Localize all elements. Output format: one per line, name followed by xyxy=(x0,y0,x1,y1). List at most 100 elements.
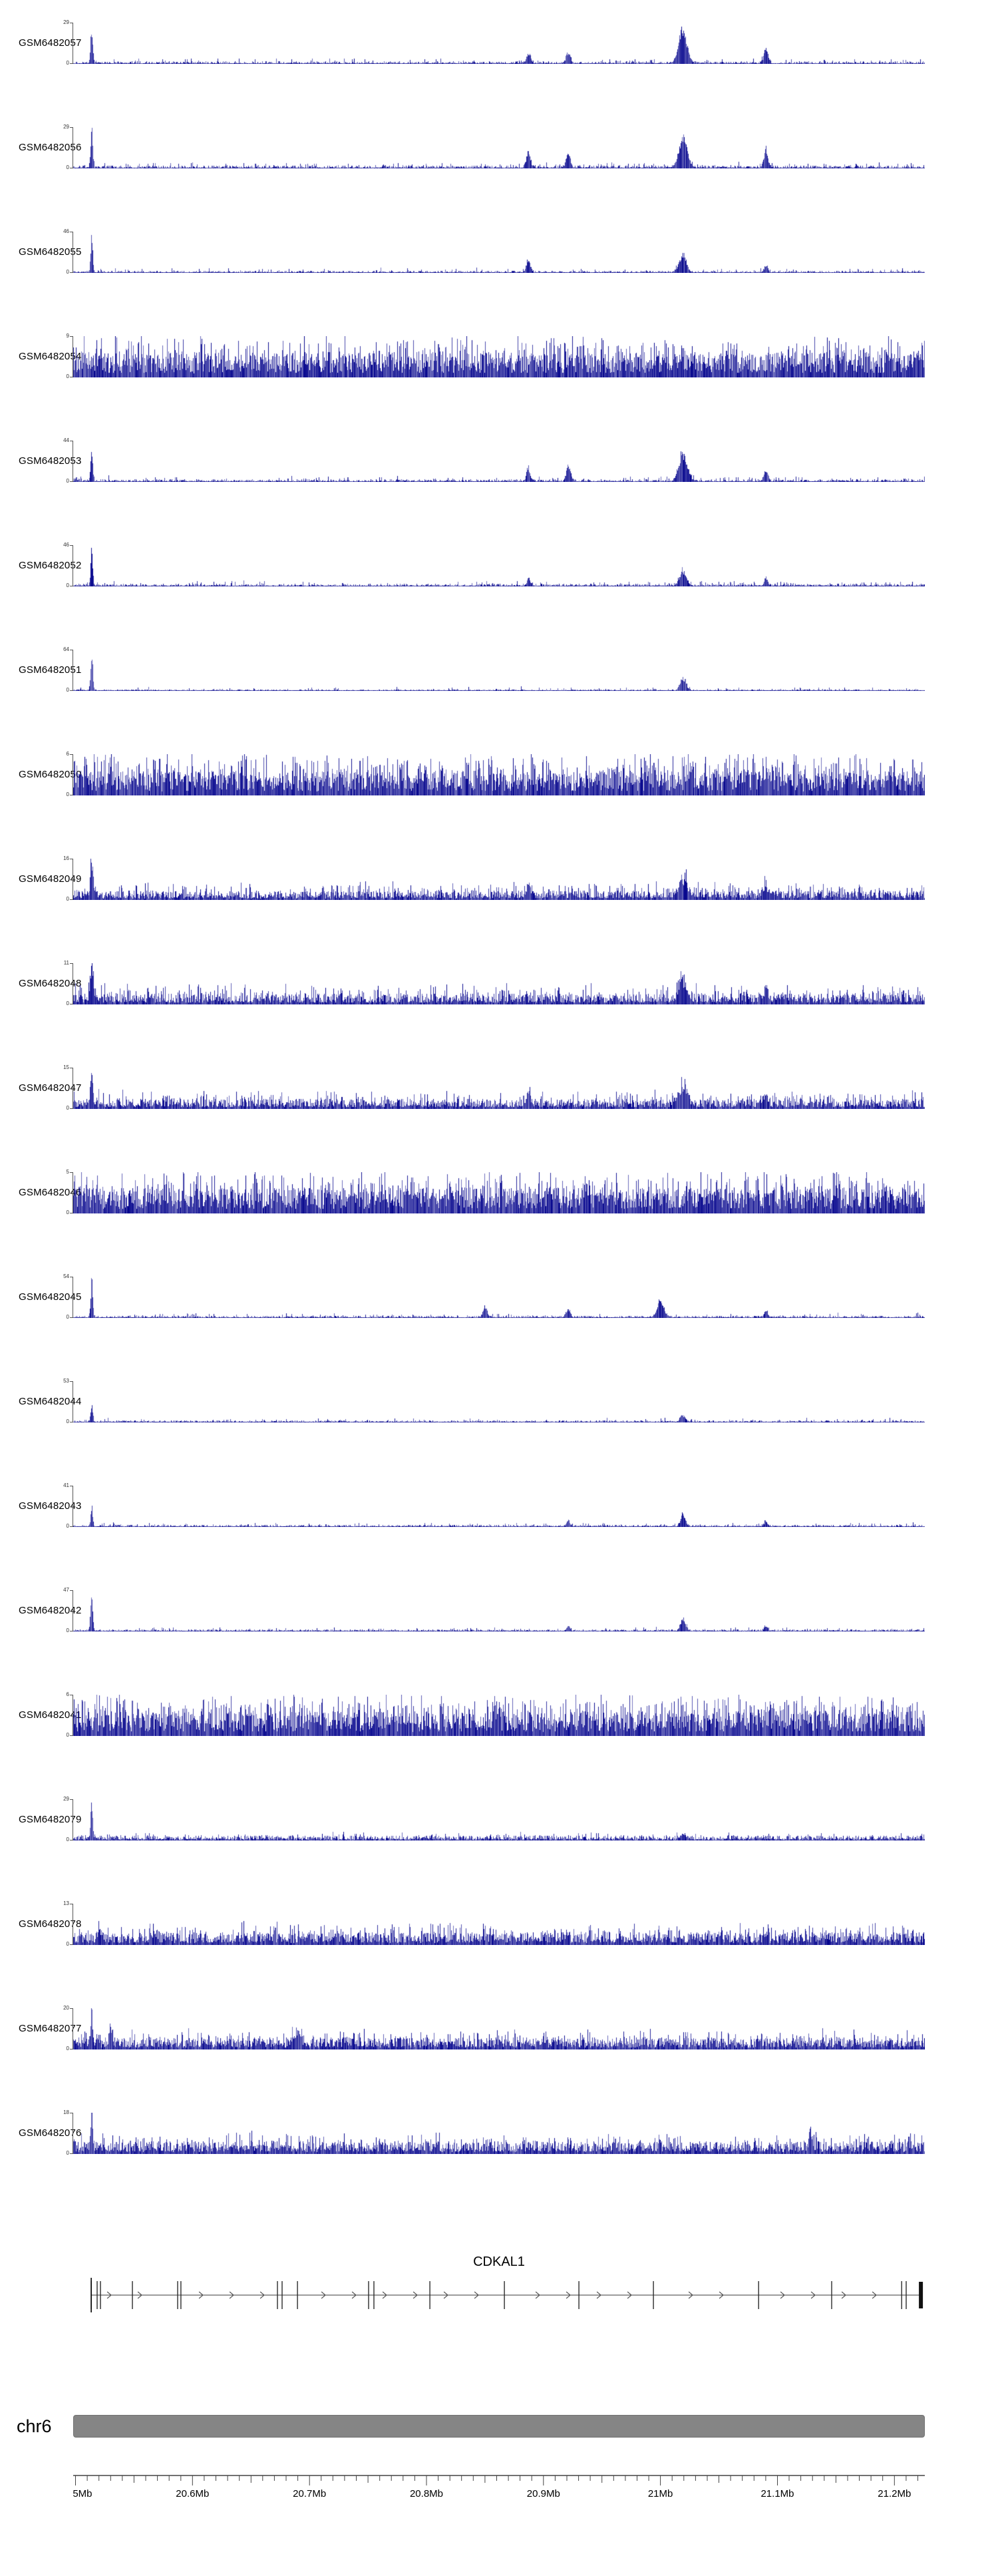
y-zero-label: 0 xyxy=(66,1941,69,1947)
y-axis-tick-top xyxy=(70,1799,73,1800)
track-label: GSM6482042 xyxy=(19,1605,82,1616)
y-axis-tick-bottom xyxy=(70,899,73,900)
y-axis-tick-bottom xyxy=(70,272,73,273)
track-plot: 13 0 xyxy=(63,1901,925,1947)
axis-tick-label: 21Mb xyxy=(648,2488,673,2499)
y-max-label: 53 xyxy=(63,1378,69,1384)
strand-arrow-icon xyxy=(443,2291,449,2299)
track-plot: 46 0 xyxy=(63,542,925,588)
signal-plot xyxy=(73,545,925,586)
y-max-label: 46 xyxy=(63,228,69,234)
track-label: GSM6482079 xyxy=(19,1814,82,1825)
y-zero-label: 0 xyxy=(66,2150,69,2156)
track-label: GSM6482051 xyxy=(19,664,82,676)
track-label: GSM6482077 xyxy=(19,2023,82,2034)
signal-plot xyxy=(73,1486,925,1527)
y-max-label: 46 xyxy=(63,542,69,548)
strand-arrow-icon xyxy=(106,2291,112,2299)
track-label: GSM6482046 xyxy=(19,1187,82,1198)
y-zero-label: 0 xyxy=(66,1314,69,1320)
y-max-label: 18 xyxy=(63,2109,69,2115)
track-row: GSM6482053 44 0 xyxy=(0,438,998,545)
y-max-label: 9 xyxy=(66,333,69,339)
signal-plot xyxy=(73,754,925,795)
y-zero-label: 0 xyxy=(66,896,69,902)
strand-arrow-icon xyxy=(627,2291,633,2299)
track-row: GSM6482077 20 0 xyxy=(0,2006,998,2113)
track-label: GSM6482052 xyxy=(19,560,82,571)
strand-arrow-icon xyxy=(780,2291,786,2299)
strand-arrow-icon xyxy=(137,2291,143,2299)
signal-plot xyxy=(73,1172,925,1213)
y-zero-label: 0 xyxy=(66,1836,69,1842)
track-plot: 29 0 xyxy=(63,124,925,170)
track-label: GSM6482048 xyxy=(19,978,82,989)
y-axis-tick-bottom xyxy=(70,1317,73,1318)
signal-plot xyxy=(73,1381,925,1422)
signal-plot xyxy=(73,23,925,64)
y-max-label: 29 xyxy=(63,19,69,25)
track-label: GSM6482076 xyxy=(19,2127,82,2139)
gene-end-exon xyxy=(919,2282,923,2308)
strand-arrow-icon xyxy=(841,2291,847,2299)
y-max-label: 64 xyxy=(63,646,69,652)
signal-plot xyxy=(73,859,925,900)
y-max-label: 29 xyxy=(63,1796,69,1802)
signal-plot xyxy=(73,1799,925,1840)
track-row: GSM6482078 13 0 xyxy=(0,1901,998,2008)
track-row: GSM6482042 47 0 xyxy=(0,1588,998,1695)
track-row: GSM6482057 29 0 xyxy=(0,19,998,127)
y-zero-label: 0 xyxy=(66,478,69,484)
y-zero-label: 0 xyxy=(66,1105,69,1111)
signal-plot xyxy=(73,963,925,1004)
track-label: GSM6482049 xyxy=(19,873,82,885)
track-label: GSM6482044 xyxy=(19,1396,82,1407)
y-zero-label: 0 xyxy=(66,269,69,275)
y-zero-label: 0 xyxy=(66,1732,69,1738)
y-zero-label: 0 xyxy=(66,1000,69,1006)
y-axis-tick-bottom xyxy=(70,481,73,482)
signal-plot xyxy=(73,1904,925,1945)
strand-arrow-icon xyxy=(719,2291,725,2299)
signal-plot xyxy=(73,232,925,273)
signal-plot xyxy=(73,650,925,691)
track-plot: 11 0 xyxy=(64,961,925,1006)
track-row: GSM6482050 6 0 xyxy=(0,751,998,859)
y-zero-label: 0 xyxy=(66,164,69,170)
track-label: GSM6482054 xyxy=(19,351,82,362)
track-label: GSM6482047 xyxy=(19,1082,82,1094)
axis-tick-label: 21.1Mb xyxy=(760,2488,794,2499)
strand-arrow-icon xyxy=(321,2291,327,2299)
track-row: GSM6482047 15 0 xyxy=(0,1065,998,1172)
axis-tick-label: 20.6Mb xyxy=(176,2488,209,2499)
signal-plot xyxy=(73,441,925,482)
y-axis-tick-bottom xyxy=(70,2153,73,2154)
y-zero-label: 0 xyxy=(66,1627,69,1633)
y-zero-label: 0 xyxy=(66,1523,69,1529)
track-plot: 16 0 xyxy=(63,856,925,902)
y-axis-tick-top xyxy=(70,1172,73,1173)
strand-arrow-icon xyxy=(688,2291,694,2299)
genome-axis-ruler: 20.5Mb 20.6Mb 20.7Mb 20.8Mb 20.9Mb 21Mb 21.1Mb… xyxy=(73,2475,925,2499)
track-plot: 41 0 xyxy=(63,1483,925,1529)
track-plot: 53 0 xyxy=(63,1379,925,1424)
y-max-label: 6 xyxy=(66,1691,69,1697)
track-row: GSM6482044 53 0 xyxy=(0,1379,998,1486)
strand-arrow-icon xyxy=(566,2291,572,2299)
y-axis-tick-bottom xyxy=(70,1735,73,1736)
y-zero-label: 0 xyxy=(66,1418,69,1424)
chromosome-ideogram xyxy=(73,2415,925,2438)
track-row: GSM6482076 18 0 xyxy=(0,2109,998,2217)
track-plot: 54 0 xyxy=(63,1274,925,1320)
track-row: GSM6482045 54 0 xyxy=(0,1274,998,1381)
y-axis-tick-top xyxy=(70,754,73,755)
track-row: GSM6482054 9 0 xyxy=(0,333,998,441)
track-plot: 46 0 xyxy=(63,229,925,275)
track-label: GSM6482053 xyxy=(19,455,82,467)
track-label: GSM6482078 xyxy=(19,1918,82,1930)
axis-tick-label: 20.8Mb xyxy=(410,2488,443,2499)
y-zero-label: 0 xyxy=(66,791,69,797)
